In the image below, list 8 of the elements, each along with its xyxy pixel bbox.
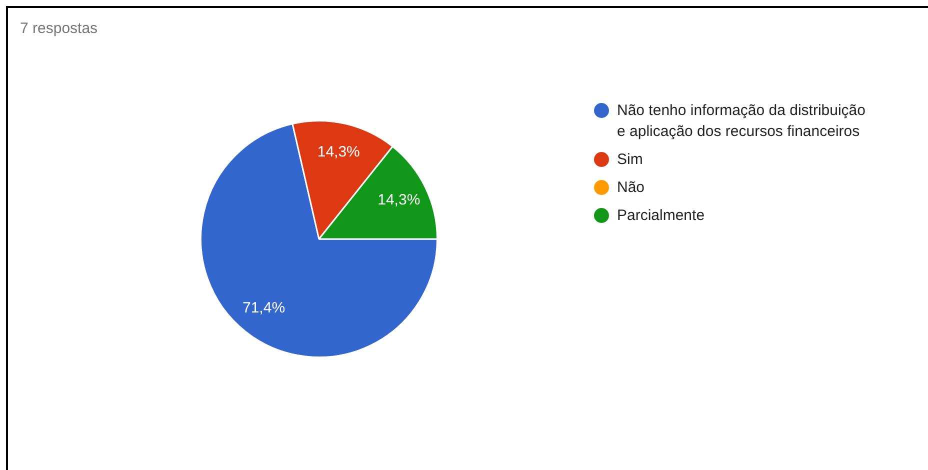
data-label: 14,3% <box>378 192 420 209</box>
legend-label: Não <box>617 178 645 198</box>
legend-label: Sim <box>617 150 643 170</box>
text: 7 respostas <box>20 20 98 37</box>
legend-label: Não tenho informação da distribuição e aplicação dos recursos financeiros <box>617 101 866 142</box>
legend-label: Parcialmente <box>617 206 705 226</box>
data-label: 14,3% <box>317 144 360 161</box>
data-label: 71,4% <box>242 300 286 317</box>
